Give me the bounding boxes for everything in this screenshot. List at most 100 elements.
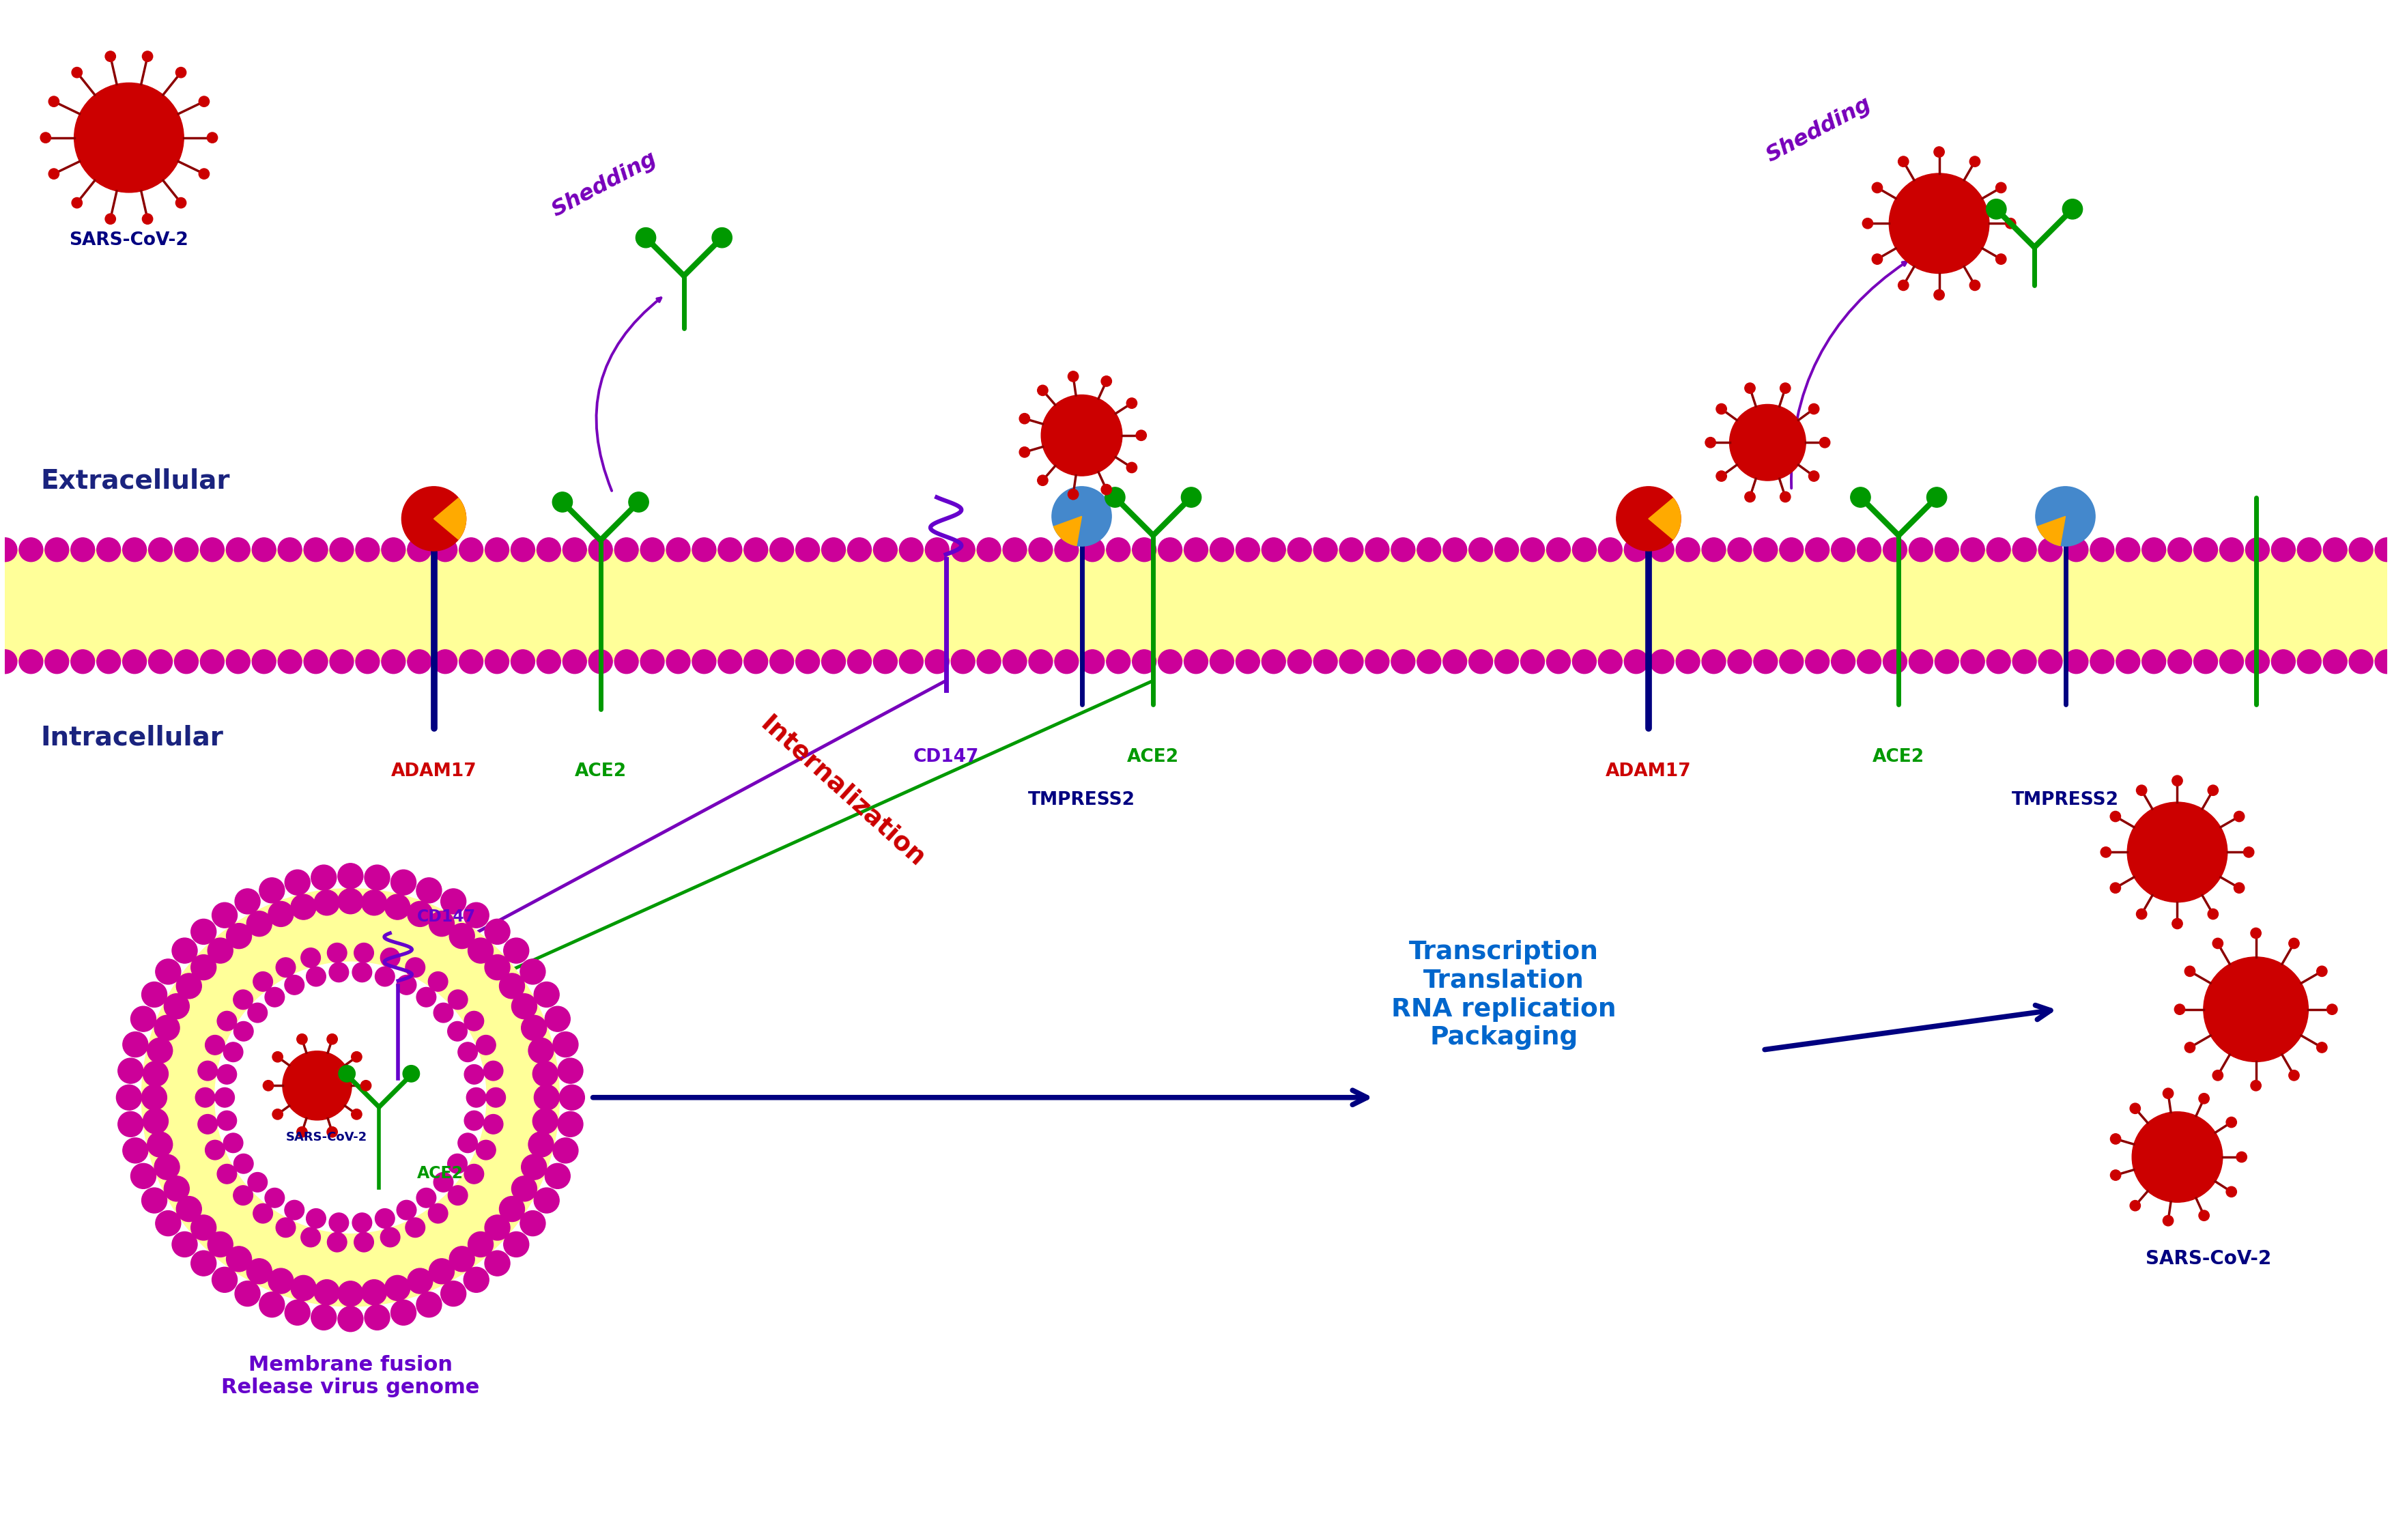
- Circle shape: [0, 650, 17, 673]
- Circle shape: [175, 650, 199, 673]
- Circle shape: [486, 955, 509, 979]
- Circle shape: [215, 962, 486, 1234]
- Circle shape: [976, 537, 1000, 562]
- Circle shape: [2172, 918, 2182, 929]
- Circle shape: [1548, 650, 1572, 673]
- Circle shape: [1469, 650, 1493, 673]
- Circle shape: [141, 1084, 167, 1110]
- Circle shape: [2323, 537, 2347, 562]
- Circle shape: [141, 1187, 167, 1214]
- Circle shape: [557, 1112, 584, 1137]
- Circle shape: [1677, 537, 1701, 562]
- Circle shape: [641, 537, 665, 562]
- Circle shape: [330, 1214, 349, 1232]
- Text: ACE2: ACE2: [1127, 748, 1179, 765]
- Circle shape: [234, 1153, 254, 1173]
- Circle shape: [337, 864, 364, 889]
- Circle shape: [1650, 537, 1674, 562]
- Circle shape: [1136, 430, 1146, 440]
- Circle shape: [521, 1015, 548, 1041]
- Circle shape: [1416, 537, 1440, 562]
- Circle shape: [2167, 650, 2191, 673]
- Circle shape: [718, 537, 742, 562]
- Circle shape: [141, 889, 560, 1306]
- Circle shape: [297, 1127, 306, 1137]
- Circle shape: [562, 537, 586, 562]
- Circle shape: [2117, 537, 2141, 562]
- Circle shape: [191, 1215, 215, 1240]
- Circle shape: [1052, 487, 1112, 547]
- Circle shape: [629, 493, 648, 513]
- Text: ACE2: ACE2: [574, 762, 627, 781]
- Circle shape: [2327, 1004, 2337, 1015]
- Circle shape: [2296, 650, 2320, 673]
- Circle shape: [364, 865, 390, 890]
- Circle shape: [1261, 537, 1285, 562]
- Circle shape: [2091, 537, 2115, 562]
- Circle shape: [1067, 371, 1079, 382]
- Circle shape: [1744, 383, 1756, 393]
- Circle shape: [2208, 785, 2217, 796]
- Circle shape: [48, 168, 60, 179]
- Circle shape: [847, 537, 871, 562]
- Circle shape: [72, 197, 81, 208]
- Circle shape: [306, 967, 325, 986]
- Circle shape: [512, 537, 536, 562]
- Circle shape: [249, 1003, 268, 1023]
- Circle shape: [1873, 182, 1883, 192]
- Circle shape: [122, 1032, 148, 1056]
- Circle shape: [144, 1109, 167, 1133]
- Circle shape: [19, 537, 43, 562]
- Circle shape: [144, 1061, 167, 1086]
- Text: Shedding: Shedding: [1763, 92, 1875, 166]
- Circle shape: [615, 650, 639, 673]
- Circle shape: [390, 1300, 416, 1326]
- Circle shape: [72, 537, 96, 562]
- Circle shape: [416, 878, 443, 902]
- Circle shape: [428, 1258, 454, 1284]
- Circle shape: [175, 68, 187, 77]
- Circle shape: [1744, 491, 1756, 502]
- Circle shape: [397, 975, 416, 995]
- Circle shape: [486, 1087, 505, 1107]
- Text: Intracellular: Intracellular: [41, 725, 225, 752]
- Circle shape: [251, 537, 275, 562]
- Circle shape: [268, 901, 294, 927]
- Circle shape: [1287, 650, 1311, 673]
- Circle shape: [447, 1186, 466, 1206]
- Circle shape: [1105, 487, 1124, 507]
- Circle shape: [407, 537, 431, 562]
- Text: TMPRESS2: TMPRESS2: [2012, 792, 2119, 808]
- Circle shape: [2141, 650, 2165, 673]
- Circle shape: [2100, 847, 2112, 858]
- Circle shape: [483, 1061, 502, 1081]
- Text: SARS-CoV-2: SARS-CoV-2: [287, 1130, 368, 1143]
- Circle shape: [1961, 537, 1985, 562]
- Circle shape: [141, 983, 167, 1007]
- Circle shape: [292, 1275, 316, 1301]
- Circle shape: [1933, 146, 1945, 157]
- Circle shape: [447, 990, 466, 1009]
- Circle shape: [330, 650, 354, 673]
- Circle shape: [2289, 938, 2299, 949]
- Circle shape: [1715, 471, 1727, 482]
- Circle shape: [529, 1038, 553, 1063]
- Circle shape: [254, 1204, 273, 1223]
- Circle shape: [1100, 484, 1112, 494]
- Circle shape: [533, 1084, 560, 1110]
- Circle shape: [1808, 471, 1820, 482]
- Circle shape: [1029, 537, 1052, 562]
- Circle shape: [416, 1292, 443, 1317]
- Circle shape: [96, 537, 120, 562]
- Circle shape: [447, 1021, 466, 1041]
- Circle shape: [486, 1215, 509, 1240]
- Circle shape: [521, 1155, 548, 1180]
- Circle shape: [402, 487, 466, 551]
- Circle shape: [1969, 156, 1981, 166]
- Circle shape: [450, 924, 474, 949]
- Circle shape: [459, 650, 483, 673]
- Circle shape: [356, 537, 380, 562]
- Circle shape: [433, 1003, 452, 1023]
- Circle shape: [227, 924, 251, 949]
- Circle shape: [208, 1232, 232, 1257]
